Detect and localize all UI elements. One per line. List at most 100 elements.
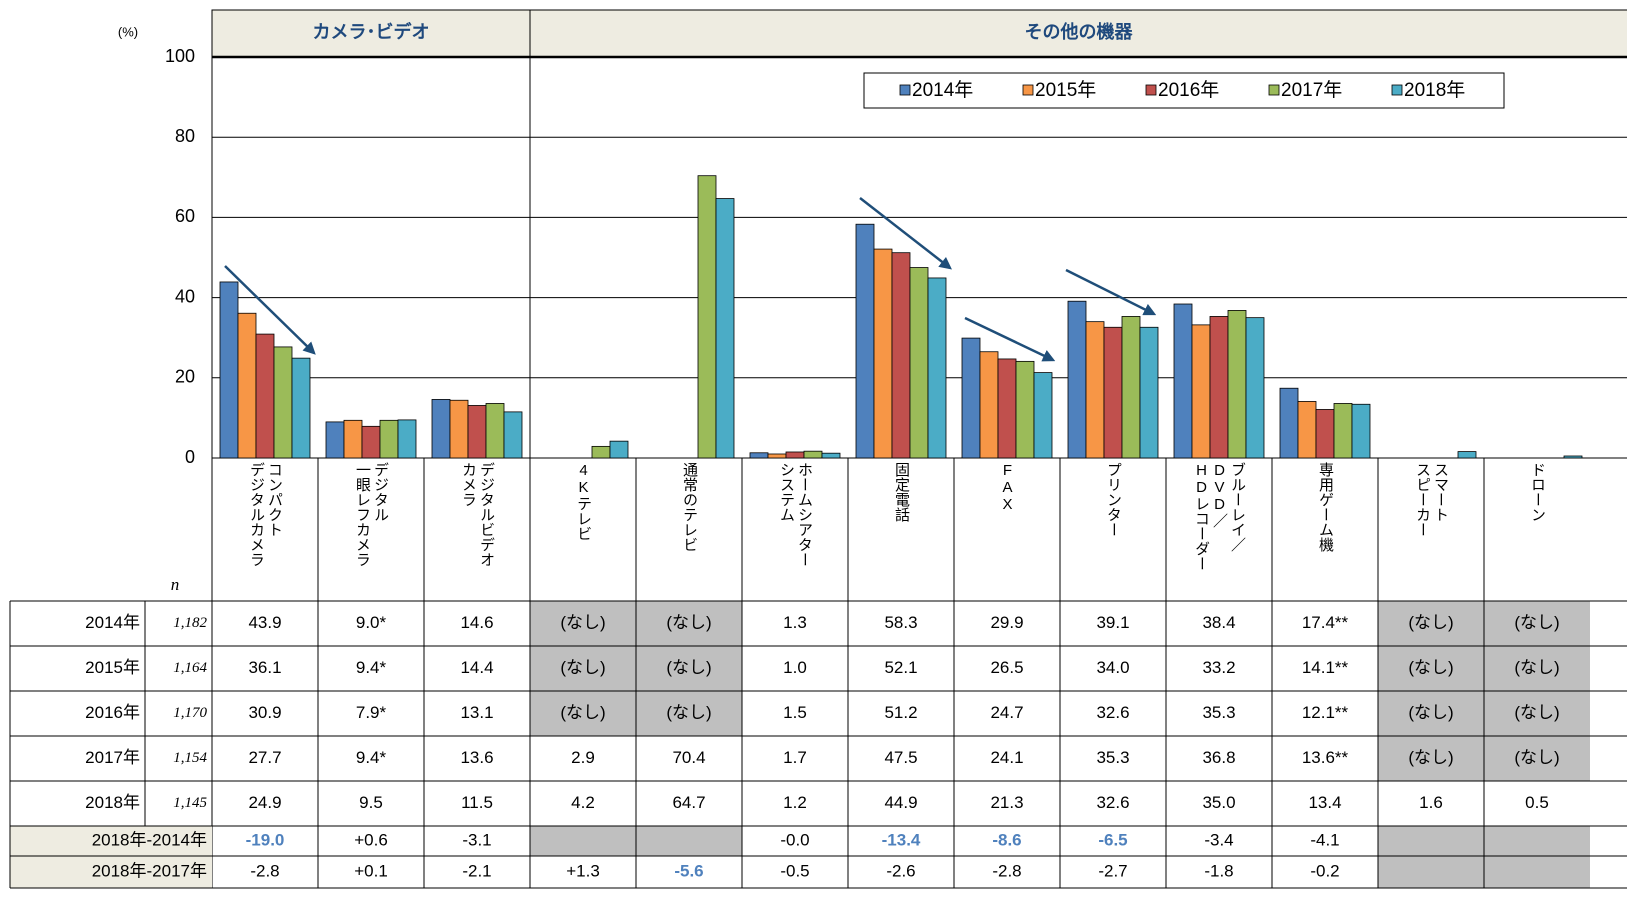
bar	[785, 451, 805, 459]
bar	[1191, 324, 1211, 459]
table-cell: 1.7	[783, 748, 807, 767]
bar	[1139, 326, 1159, 459]
bar	[1103, 326, 1123, 459]
table-cell: 9.4*	[356, 658, 387, 677]
diff-label-cell	[10, 856, 212, 888]
table-cell: 13.4	[1308, 793, 1341, 812]
empty-cell	[530, 826, 636, 856]
legend-label: 2016年	[1158, 79, 1219, 101]
diff-cell: -2.6	[886, 861, 915, 880]
bar	[1245, 317, 1265, 459]
bar	[1085, 321, 1105, 459]
table-cell: (なし)	[1408, 703, 1453, 722]
na-cell	[1484, 646, 1590, 691]
category-label: 通常のテレビ	[681, 462, 698, 552]
diff-cell: -2.8	[992, 861, 1021, 880]
table-cell: 47.5	[884, 748, 917, 767]
table-cell: 32.6	[1096, 793, 1129, 812]
bar	[1457, 451, 1477, 459]
legend-label: 2018年	[1404, 79, 1465, 101]
diff-cell: +0.6	[354, 830, 388, 849]
category-cell: プリンター	[1060, 462, 1166, 596]
legend-label: 2015年	[1035, 79, 1096, 101]
bar	[1067, 300, 1087, 459]
table-cell: 9.0*	[356, 613, 387, 632]
table-cell: 35.3	[1096, 748, 1129, 767]
diff-cell: -5.6	[674, 861, 703, 880]
trend-arrows	[224, 197, 1157, 362]
empty-cell	[636, 826, 742, 856]
bar	[909, 267, 929, 459]
bar	[343, 419, 363, 459]
row-label: 2016年	[85, 703, 140, 722]
diff-cell: +1.3	[566, 861, 600, 880]
bar	[397, 419, 417, 459]
bar	[979, 351, 999, 459]
bar	[803, 450, 823, 459]
table-cell: 70.4	[672, 748, 705, 767]
table-cell: 13.6	[460, 748, 493, 767]
bar	[1315, 409, 1335, 459]
diff-label-cell	[10, 826, 212, 856]
bar	[273, 346, 293, 459]
group-label: カメラ･ビデオ	[313, 21, 430, 42]
table-cell: 52.1	[884, 658, 917, 677]
bar	[1351, 403, 1371, 459]
table-cell: 29.9	[990, 613, 1023, 632]
category-cell: ドローン	[1484, 462, 1590, 596]
diff-cell: -0.0	[780, 830, 809, 849]
table-cell: (なし)	[560, 658, 605, 677]
table-cell: 43.9	[248, 613, 281, 632]
row-label: 2014年	[85, 613, 140, 632]
table-cell: 26.5	[990, 658, 1023, 677]
table-cell: 12.1**	[1302, 703, 1349, 722]
table-cell: 4.2	[571, 793, 595, 812]
arrow	[1065, 268, 1157, 316]
diff-label: 2018年-2017年	[92, 861, 207, 880]
table-cell: 27.7	[248, 748, 281, 767]
table-cell: 35.0	[1202, 793, 1235, 812]
bar	[609, 440, 629, 459]
bar	[485, 403, 505, 459]
table-cell: 38.4	[1202, 613, 1235, 632]
category-cell: スマート スピーカー	[1378, 462, 1484, 596]
group-label: その他の機器	[1025, 21, 1134, 42]
legend-swatch	[1268, 84, 1280, 96]
table-cell: (なし)	[666, 658, 711, 677]
na-cell	[1378, 736, 1484, 781]
bar	[467, 405, 487, 459]
table-cell: 1.3	[783, 613, 807, 632]
bar	[821, 452, 841, 459]
row-n: 1,145	[173, 795, 207, 811]
bar	[891, 252, 911, 459]
bar	[1121, 316, 1141, 459]
table-cell: (なし)	[1514, 613, 1559, 632]
table-cell: 9.4*	[356, 748, 387, 767]
bar	[1333, 403, 1353, 459]
table-cell: 1.5	[783, 703, 807, 722]
empty-cell	[1378, 826, 1484, 856]
bar	[961, 337, 981, 459]
category-cell: 4Kテレビ	[530, 462, 636, 596]
category-label: ホームシアター システム	[778, 462, 813, 567]
category-cell: 専用ゲーム機	[1272, 462, 1378, 596]
empty-cell	[1378, 856, 1484, 888]
legend-swatch	[1391, 84, 1403, 96]
bar	[1209, 316, 1229, 459]
category-cell: コンパクト デジタルカメラ	[212, 462, 318, 596]
table-cell: 30.9	[248, 703, 281, 722]
table-cell: 32.6	[1096, 703, 1129, 722]
category-label: スマート スピーカー	[1414, 462, 1449, 537]
table-cell: 11.5	[461, 793, 493, 812]
legend-label: 2014年	[912, 79, 973, 101]
diff-cell: -0.5	[780, 861, 809, 880]
table-cell: 51.2	[884, 703, 917, 722]
diff-cell: -19.0	[246, 830, 285, 849]
bar	[219, 281, 239, 459]
bar	[927, 277, 947, 459]
table-cell: (なし)	[1408, 748, 1453, 767]
bar	[361, 425, 381, 459]
bar	[503, 411, 523, 459]
category-label: ブルーレイ／ DVD／ HDレコーダー	[1193, 462, 1246, 571]
y-tick-label: 80	[175, 126, 195, 146]
